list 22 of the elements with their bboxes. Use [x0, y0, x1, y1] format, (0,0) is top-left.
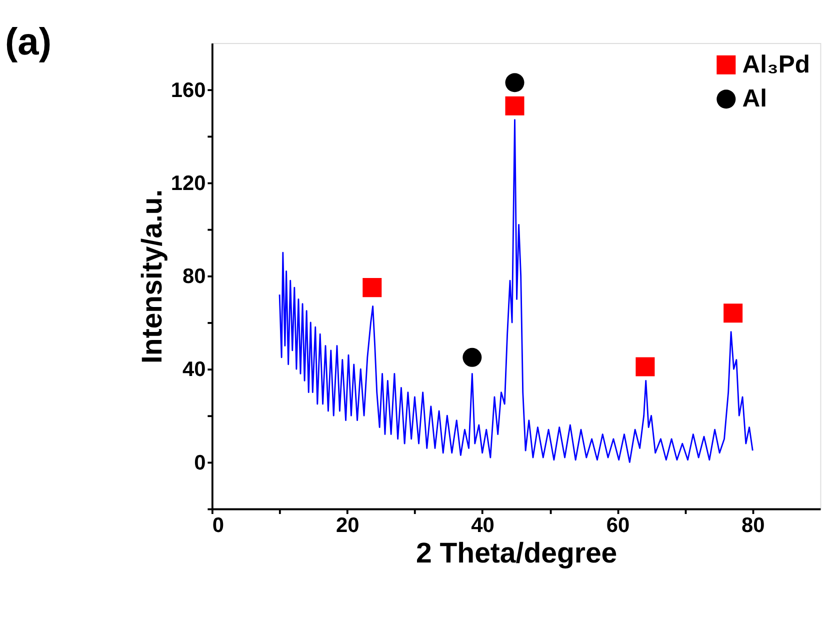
x-axis-title: 2 Theta/degree [416, 537, 618, 570]
x-tick-label: 40 [471, 514, 494, 538]
point [362, 278, 382, 298]
x-tick-label: 60 [606, 514, 630, 538]
legend-label: Al [742, 86, 768, 113]
point [505, 96, 524, 116]
y-axis-title: Intensity/a.u. [136, 189, 168, 364]
point [636, 357, 655, 376]
line-series [278, 119, 754, 463]
y-tick-label: 120 [170, 172, 206, 195]
x-tick-label: 80 [742, 514, 765, 538]
y-tick-label: 0 [194, 451, 206, 474]
x-tick-label: 20 [336, 514, 360, 538]
point [462, 348, 482, 367]
y-tick-label: 80 [182, 265, 206, 288]
y-tick-label: 160 [170, 78, 206, 102]
x-tick-label: 0 [212, 514, 224, 538]
point [724, 304, 743, 323]
legend-label: Al₃Pd [742, 52, 810, 79]
chart-title: (a) [5, 21, 52, 64]
y-tick-label: 40 [182, 358, 206, 382]
point [505, 73, 524, 92]
